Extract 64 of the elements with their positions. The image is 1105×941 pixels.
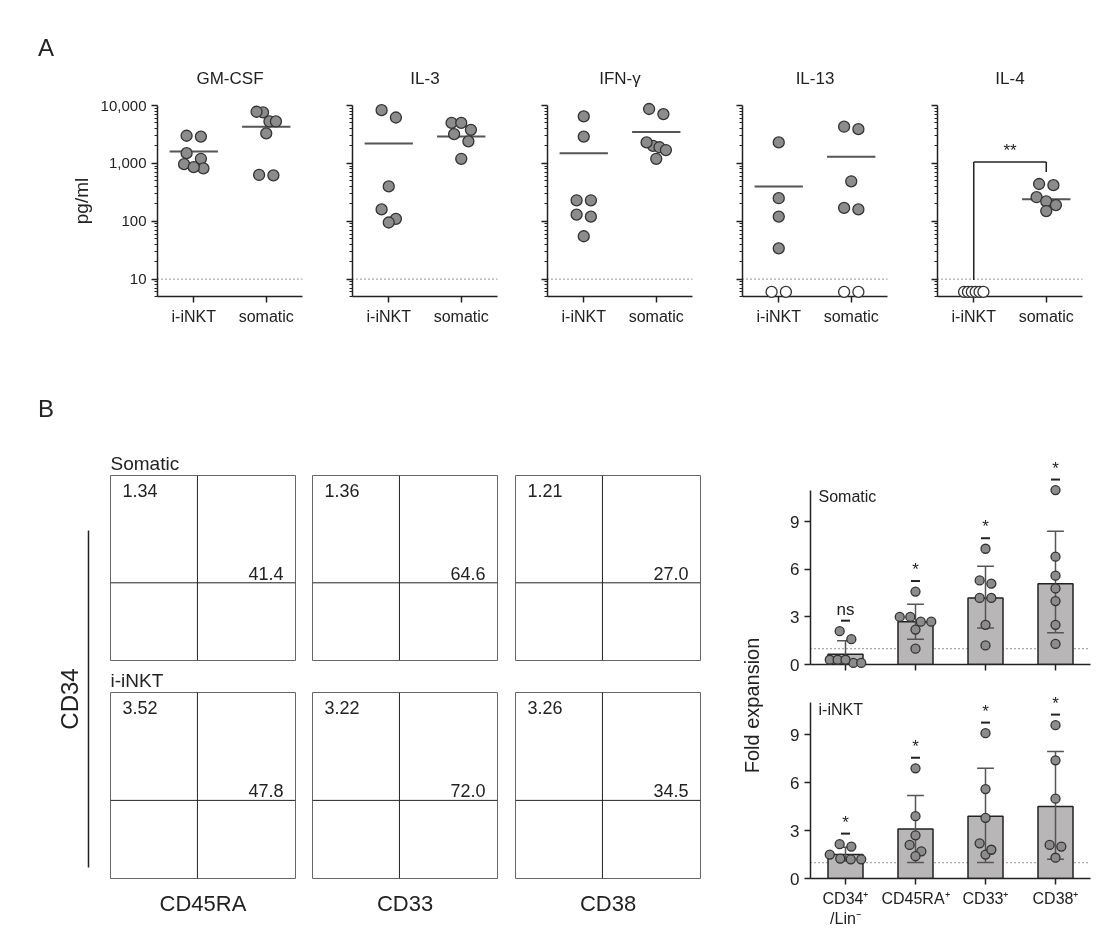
x-tick-label: i-iNKT [366, 307, 412, 325]
annotation: ns [836, 599, 855, 619]
chart-title: IL-13 [795, 68, 835, 88]
y-tick-label: 9 [790, 725, 800, 745]
text: 34.5 [653, 781, 689, 802]
annotation: * [912, 560, 920, 580]
x-tick-label: i-iNKT [561, 307, 607, 325]
chart-title: Somatic [818, 488, 877, 506]
text: Somatic [110, 453, 180, 474]
text: CD34 [55, 668, 83, 730]
x-tick-label: CD38⁺ [1032, 889, 1079, 907]
text: 72.0 [450, 781, 486, 802]
text: 27.0 [653, 563, 689, 584]
chart-title: i-iNKT [818, 700, 864, 718]
text: 1.21 [527, 480, 563, 501]
x-tick-label: CD34⁺/Lin⁻ [822, 889, 869, 927]
text: 3.52 [122, 697, 158, 718]
y-tick-label: 0 [790, 655, 800, 675]
y-tick-label: 10,000 [100, 96, 147, 114]
y-tick-label: 6 [790, 773, 800, 793]
annotation: * [982, 701, 990, 721]
text: B [38, 395, 55, 422]
annotation: * [1052, 693, 1060, 713]
x-tick-label: i-iNKT [171, 307, 217, 325]
y-tick-label: 6 [790, 560, 800, 580]
text: 1.34 [122, 480, 158, 501]
annotation: ** [1003, 140, 1017, 160]
text: 64.6 [450, 563, 486, 584]
text: A [38, 34, 55, 61]
x-tick-label: somatic [823, 307, 879, 325]
x-tick-label: somatic [238, 307, 294, 325]
text: CD45RA [159, 890, 247, 916]
x-tick-label: i-iNKT [951, 307, 997, 325]
x-tick-label: i-iNKT [756, 307, 802, 325]
y-tick-label: 10 [129, 270, 147, 288]
x-tick-label: CD33⁺ [962, 889, 1009, 907]
chart-title: IFN-γ [599, 68, 642, 88]
y-axis-title: Fold expansion [740, 637, 763, 774]
y-tick-label: 0 [790, 869, 800, 889]
y-axis-title: pg/ml [70, 177, 92, 225]
x-tick-label: CD45RA⁺ [881, 889, 950, 907]
annotation: * [982, 517, 990, 537]
chart-title: IL-4 [995, 68, 1025, 88]
annotation: * [842, 812, 850, 832]
y-tick-label: 9 [790, 512, 800, 532]
y-tick-label: 3 [790, 607, 800, 627]
x-tick-label: somatic [433, 307, 489, 325]
text: CD38 [579, 890, 637, 916]
x-tick-label: somatic [1018, 307, 1074, 325]
text: 41.4 [248, 563, 284, 584]
x-tick-label: somatic [628, 307, 684, 325]
annotation: * [912, 736, 920, 756]
chart-title: IL-3 [410, 68, 440, 88]
text: i-iNKT [110, 670, 164, 691]
y-tick-label: 100 [121, 212, 147, 230]
text: CD33 [376, 890, 434, 916]
y-tick-label: 3 [790, 821, 800, 841]
text: * [1052, 458, 1060, 478]
text: 1.36 [324, 480, 360, 501]
text: 47.8 [248, 781, 284, 802]
text: 3.22 [324, 697, 360, 718]
y-tick-label: 1,000 [108, 154, 147, 172]
text: 3.26 [527, 697, 563, 718]
chart-title: GM-CSF [196, 68, 264, 88]
